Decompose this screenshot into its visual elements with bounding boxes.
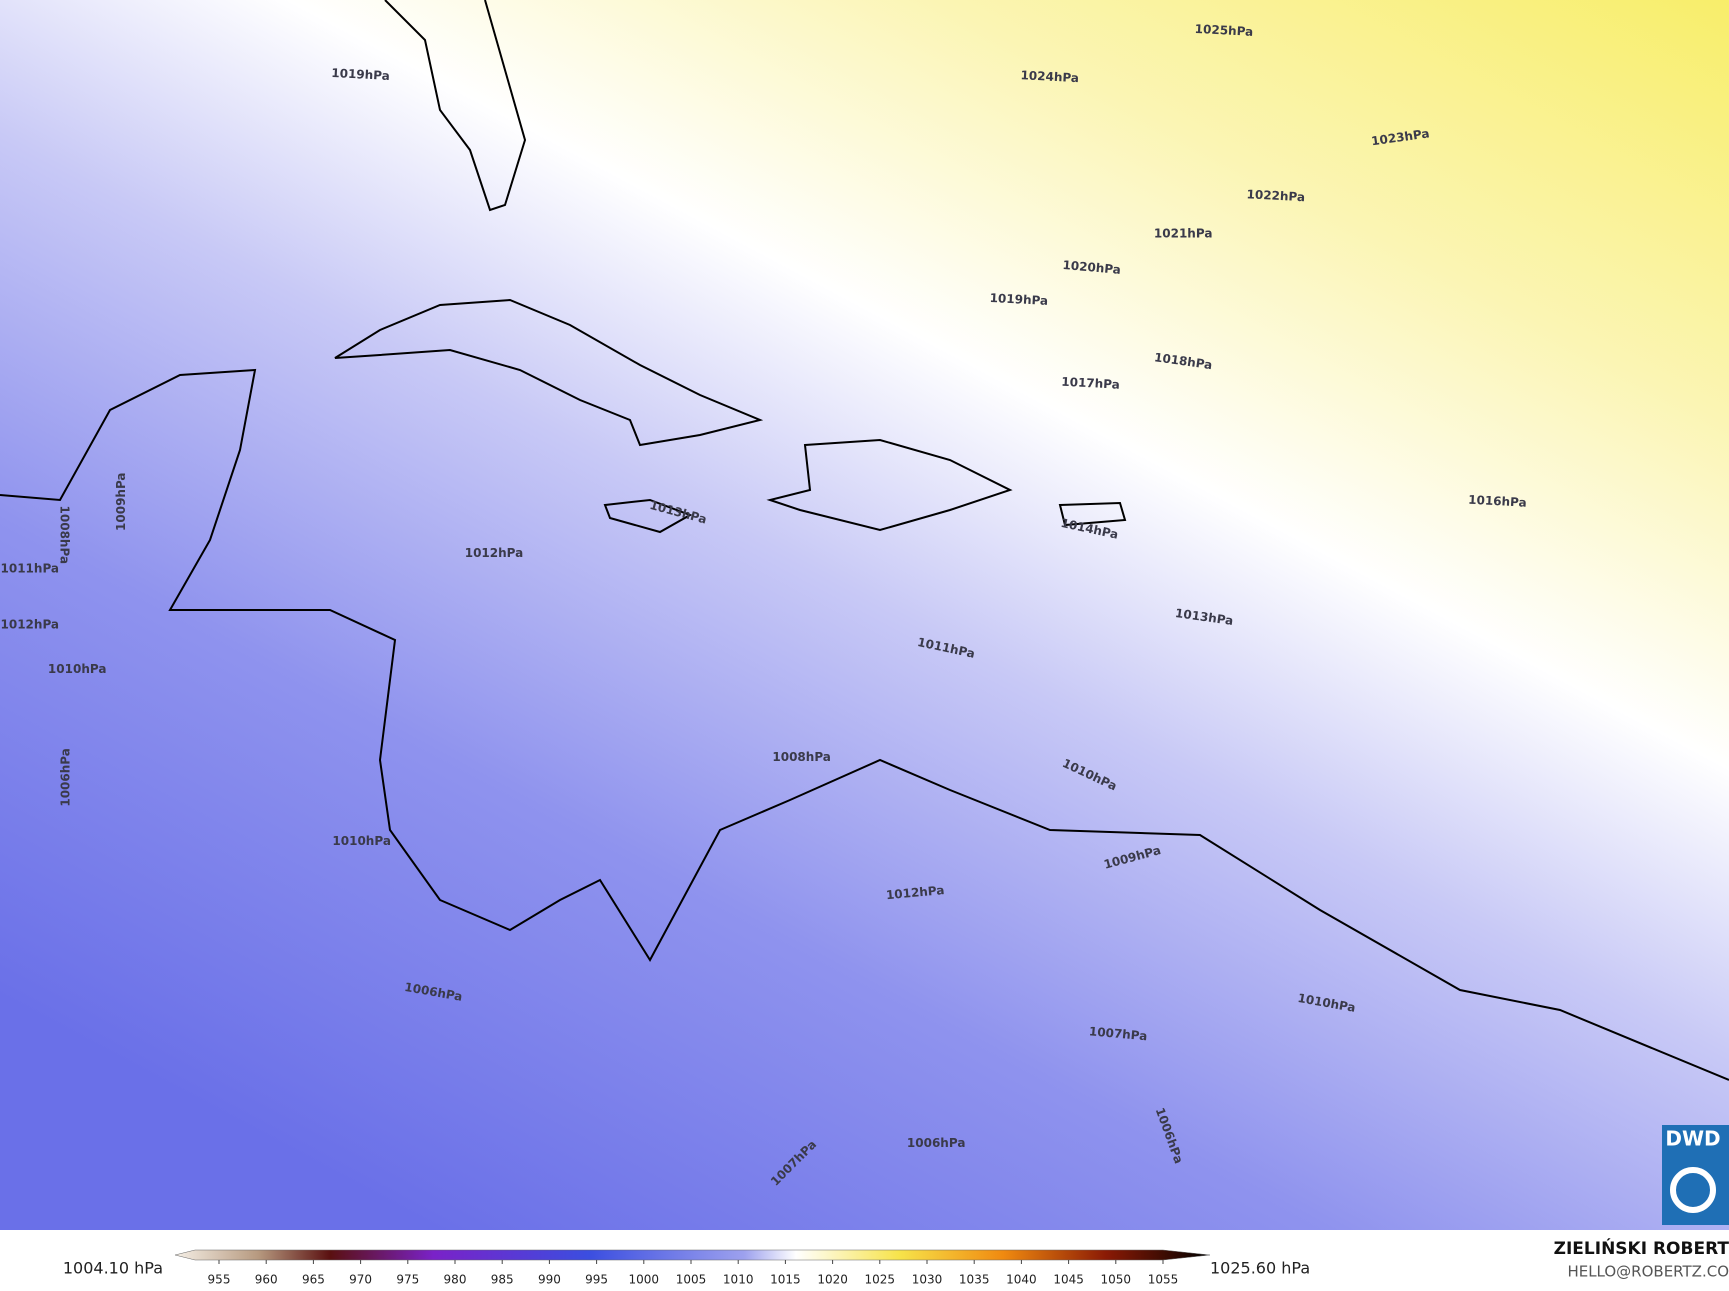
isobar-label: 1024hPa [1020, 68, 1079, 85]
isobar-label: 1006hPa [59, 748, 73, 807]
min-label: 1004.10 hPa [63, 1259, 163, 1278]
colorbar-tick-label: 1015 [770, 1273, 801, 1287]
isobar-label: 1011hPa [1, 561, 60, 575]
colorbar-tick-label: 965 [302, 1273, 325, 1287]
isobar-label: 1019hPa [331, 66, 390, 83]
pressure-field [0, 0, 1729, 1230]
isobar-label: 1010hPa [332, 834, 391, 848]
isobar-label: 1017hPa [1061, 375, 1120, 392]
dwd-logo: DWD [1662, 1125, 1729, 1225]
colorbar-ticks: 955 960 965 970 975 980 985 990 995 1000 1005 1010 1… [208, 1260, 1179, 1287]
colorbar-tick-label: 1035 [959, 1273, 990, 1287]
author: ZIELIŃSKI ROBERT [1554, 1237, 1729, 1259]
isobar-label: 1006hPa [907, 1136, 966, 1150]
logo-swirl [1670, 1167, 1716, 1213]
florida [384, 0, 527, 212]
colorbar-tick-label: 1000 [629, 1273, 660, 1287]
isobar-label: 1012hPa [465, 546, 524, 560]
email: HELLO@ROBERTZ.CO [1567, 1263, 1729, 1281]
colorbar-tick-label: 970 [349, 1273, 372, 1287]
isobar-label: 1020hPa [1062, 258, 1122, 277]
puerto-rico [1058, 501, 1127, 527]
colorbar-tick-label: 990 [538, 1273, 561, 1287]
colorbar-tick-label: 1005 [676, 1273, 707, 1287]
colorbar-tick-label: 1055 [1148, 1273, 1179, 1287]
isobar-label: 1008hPa [772, 750, 831, 764]
isobar-label: 1007hPa [1088, 1024, 1148, 1043]
colorbar-tick-label: 1045 [1053, 1273, 1084, 1287]
colorbar [174, 1249, 1211, 1261]
coastlines [0, 0, 1729, 1081]
hispaniola [766, 438, 1013, 532]
colorbar-tick-label: 980 [444, 1273, 467, 1287]
isobar-label: 1012hPa [1, 618, 60, 632]
isobar-label: 1021hPa [1154, 226, 1213, 240]
logo-text: DWD [1665, 1127, 1720, 1151]
colorbar-tick-label: 1050 [1101, 1273, 1132, 1287]
max-label: 1025.60 hPa [1210, 1259, 1310, 1278]
colorbar-tick-label: 995 [585, 1273, 608, 1287]
isobar-label: 1016hPa [1468, 493, 1527, 510]
colorbar-tick-label: 960 [255, 1273, 278, 1287]
isobar-label: 1012hPa [885, 883, 945, 902]
colorbar-tick-label: 1025 [865, 1273, 896, 1287]
isobar-label: 1009hPa [114, 472, 128, 531]
colorbar-tick-label: 1020 [817, 1273, 848, 1287]
colorbar-tick-label: 1040 [1006, 1273, 1037, 1287]
colorbar-tick-label: 1030 [912, 1273, 943, 1287]
jamaica [603, 498, 693, 534]
colorbar-tick-label: 1010 [723, 1273, 754, 1287]
isobar-label: 1025hPa [1194, 22, 1253, 39]
colorbar-tick-label: 955 [208, 1273, 231, 1287]
colorbar-tick-label: 985 [491, 1273, 514, 1287]
isobar-label: 1022hPa [1246, 187, 1305, 204]
isobar-label: 1010hPa [48, 662, 107, 676]
cuba [334, 298, 764, 447]
colorbar-tick-label: 975 [396, 1273, 419, 1287]
isobar-label: 1019hPa [989, 291, 1048, 308]
isobar-label: 1008hPa [57, 506, 71, 565]
